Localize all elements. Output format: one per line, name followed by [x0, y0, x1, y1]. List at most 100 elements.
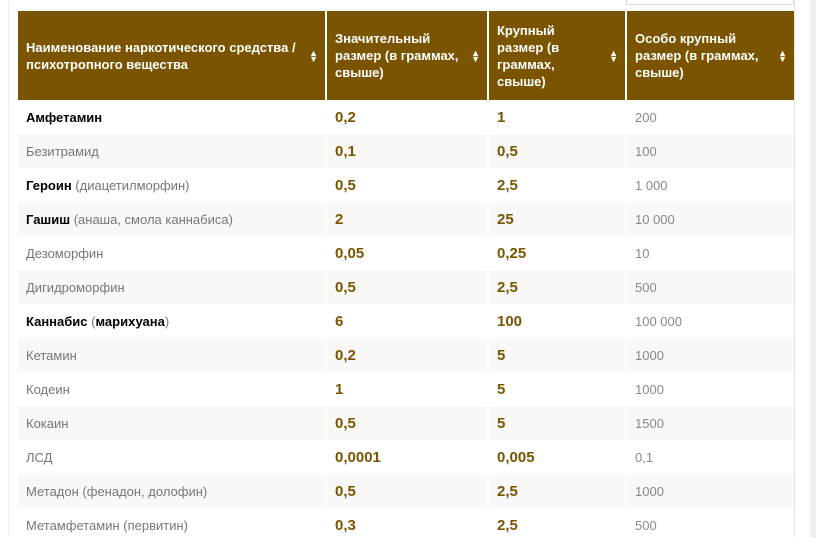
scrollbar-track[interactable]: [810, 0, 816, 537]
especially-large-amount-cell: 1000: [627, 338, 794, 372]
column-header-large[interactable]: Крупный размер (в граммах, свыше) ▲ ▼: [489, 11, 627, 100]
substance-note: (диацетилморфин): [71, 177, 190, 193]
substance-cell: Амфетамин: [18, 100, 327, 134]
substance-cell: Дигидроморфин: [18, 270, 327, 304]
especially-large-amount-cell: 500: [627, 508, 794, 542]
substance-cell: Кодеин: [18, 372, 327, 406]
substance-name: ЛСД: [26, 449, 53, 465]
table-row: Гашиш (анаша, смола каннабиса) 2 25 10 000: [18, 202, 794, 236]
significant-amount-cell: 0,1: [327, 134, 489, 168]
table-row: Каннабис (марихуана) 6 100 100 000: [18, 304, 794, 338]
substance-cell: Героин (диацетилморфин): [18, 168, 327, 202]
especially-large-amount: 10 000: [635, 211, 675, 227]
large-amount: 100: [497, 312, 523, 330]
large-amount-cell: 5: [489, 338, 627, 372]
table-row: Кодеин 1 5 1000: [18, 372, 794, 406]
substance-name: Амфетамин: [26, 109, 103, 125]
significant-amount-cell: 6: [327, 304, 489, 338]
significant-amount: 0,5: [335, 176, 356, 194]
significant-amount-cell: 0,5: [327, 406, 489, 440]
especially-large-amount: 500: [635, 517, 657, 533]
large-amount-cell: 5: [489, 406, 627, 440]
large-amount-cell: 1: [489, 100, 627, 134]
especially-large-amount: 1000: [635, 483, 664, 499]
large-amount: 2,5: [497, 278, 518, 296]
large-amount-cell: 5: [489, 372, 627, 406]
header-label: Наименование наркотического средства / п…: [26, 39, 296, 72]
sort-icon[interactable]: ▲ ▼: [778, 47, 787, 64]
significant-amount-cell: 0,2: [327, 100, 489, 134]
large-amount: 2,5: [497, 516, 518, 534]
substance-name: Кетамин: [26, 347, 77, 363]
significant-amount-cell: 0,05: [327, 236, 489, 270]
significant-amount: 0,2: [335, 346, 356, 364]
especially-large-amount: 1 000: [635, 177, 668, 193]
especially-large-amount: 10: [635, 245, 650, 261]
large-amount-cell: 0,5: [489, 134, 627, 168]
especially-large-amount-cell: 1500: [627, 406, 794, 440]
substance-name: Дезоморфин: [26, 245, 104, 261]
especially-large-amount-cell: 200: [627, 100, 794, 134]
significant-amount-cell: 0,3: [327, 508, 489, 542]
drug-thresholds-table: Наименование наркотического средства / п…: [18, 11, 794, 542]
table-row: Безитрамид 0,1 0,5 100: [18, 134, 794, 168]
substance-name: Каннабис (марихуана): [26, 313, 170, 329]
especially-large-amount-cell: 100 000: [627, 304, 794, 338]
column-header-especially-large[interactable]: Особо крупный размер (в граммах, свыше) ▲…: [627, 11, 794, 100]
substance-cell: Метамфетамин (первитин): [18, 508, 327, 542]
table-row: Метадон (фенадон, долофин) 0,5 2,5 1000: [18, 474, 794, 508]
large-amount: 25: [497, 210, 514, 228]
large-amount: 2,5: [497, 482, 518, 500]
large-amount: 2,5: [497, 176, 518, 194]
significant-amount: 0,5: [335, 414, 356, 432]
column-header-substance[interactable]: Наименование наркотического средства / п…: [18, 11, 327, 100]
substance-name: Кокаин: [26, 415, 69, 431]
substance-cell: Кокаин: [18, 406, 327, 440]
substance-note: (анаша, смола каннабиса): [70, 211, 233, 227]
substance-name: Героин: [26, 177, 72, 193]
significant-amount: 0,5: [335, 482, 356, 500]
large-amount: 5: [497, 346, 506, 364]
significant-amount: 0,2: [335, 108, 356, 126]
especially-large-amount: 1000: [635, 347, 664, 363]
table-search-input[interactable]: [626, 0, 794, 5]
substance-name: Кодеин: [26, 381, 70, 397]
substance-name: Гашиш: [26, 211, 71, 227]
sort-icon[interactable]: ▲ ▼: [309, 47, 318, 64]
large-amount-cell: 25: [489, 202, 627, 236]
significant-amount: 0,0001: [335, 448, 381, 466]
significant-amount-cell: 2: [327, 202, 489, 236]
large-amount-cell: 0,25: [489, 236, 627, 270]
table-row: Кокаин 0,5 5 1500: [18, 406, 794, 440]
especially-large-amount-cell: 10 000: [627, 202, 794, 236]
header-label: Значительный размер (в граммах, свыше): [335, 31, 459, 80]
header-label: Крупный размер (в граммах, свыше): [497, 22, 560, 89]
especially-large-amount-cell: 100: [627, 134, 794, 168]
especially-large-amount: 1500: [635, 415, 664, 431]
sort-icon[interactable]: ▲ ▼: [471, 47, 480, 64]
substance-cell: ЛСД: [18, 440, 327, 474]
table-row: Дигидроморфин 0,5 2,5 500: [18, 270, 794, 304]
large-amount: 0,5: [497, 142, 518, 160]
substance-cell: Безитрамид: [18, 134, 327, 168]
page-border-left: [8, 0, 9, 537]
table-row: Метамфетамин (первитин) 0,3 2,5 500: [18, 508, 794, 542]
large-amount-cell: 2,5: [489, 168, 627, 202]
especially-large-amount-cell: 1000: [627, 474, 794, 508]
sort-icon[interactable]: ▲ ▼: [609, 47, 618, 64]
substance-name: Метадон (фенадон, долофин): [26, 483, 208, 499]
column-header-significant[interactable]: Значительный размер (в граммах, свыше) ▲ ▼: [327, 11, 489, 100]
substance-name: Дигидроморфин: [26, 279, 125, 295]
substance-cell: Кетамин: [18, 338, 327, 372]
table-row: Кетамин 0,2 5 1000: [18, 338, 794, 372]
large-amount-cell: 100: [489, 304, 627, 338]
table-row: ЛСД 0,0001 0,005 0,1: [18, 440, 794, 474]
significant-amount: 2: [335, 210, 344, 228]
substance-cell: Каннабис (марихуана): [18, 304, 327, 338]
table-header-row: Наименование наркотического средства / п…: [18, 11, 794, 100]
substance-name: Безитрамид: [26, 143, 99, 159]
table-row: Героин (диацетилморфин) 0,5 2,5 1 000: [18, 168, 794, 202]
large-amount: 0,005: [497, 448, 535, 466]
significant-amount-cell: 0,5: [327, 270, 489, 304]
especially-large-amount: 0,1: [635, 449, 654, 465]
